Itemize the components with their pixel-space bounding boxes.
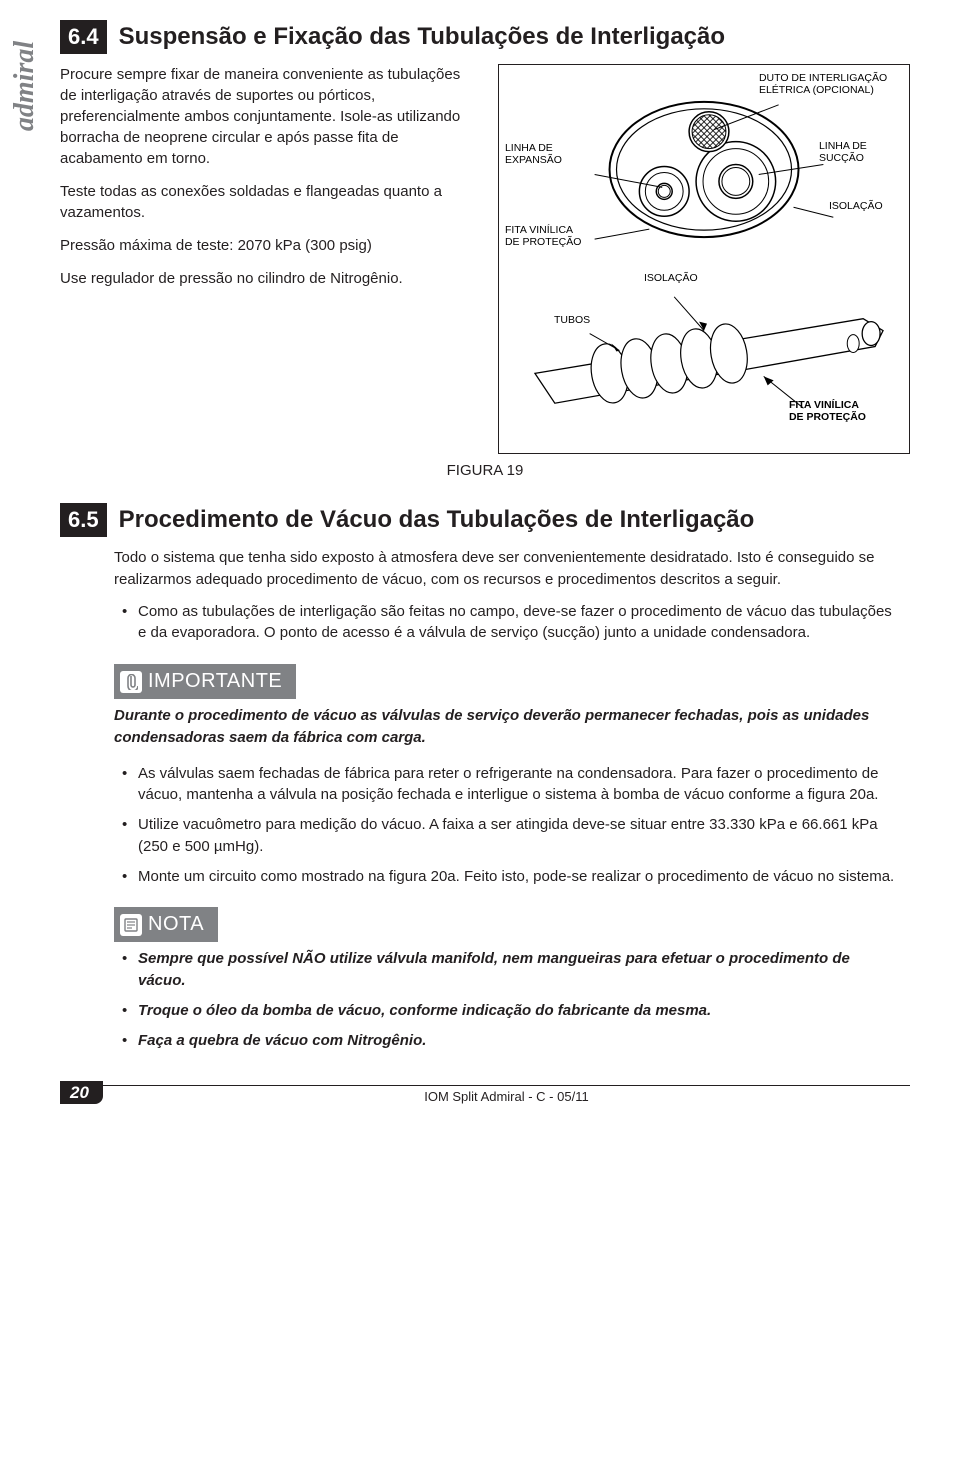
bullet-list: As válvulas saem fechadas de fábrica par… — [114, 763, 900, 888]
list-item: Monte um circuito como mostrado na figur… — [114, 866, 900, 888]
section-number-badge: 6.5 — [60, 503, 107, 537]
label-isolacao-1: ISOLAÇÃO — [829, 201, 883, 213]
section-6-4-text: Procure sempre fixar de maneira convenie… — [60, 64, 478, 301]
figure-19-svg — [505, 75, 903, 443]
label-fita-bot: FITA VINÍLICADE PROTEÇÃO — [789, 400, 866, 423]
brand-text: admiral — [9, 41, 41, 131]
label-isolacao-2: ISOLAÇÃO — [644, 273, 698, 285]
para: Procure sempre fixar de maneira convenie… — [60, 64, 478, 169]
list-item: Troque o óleo da bomba de vácuo, conform… — [114, 1000, 900, 1022]
para: Pressão máxima de teste: 2070 kPa (300 p… — [60, 235, 478, 256]
footer-doc-id: IOM Split Admiral - C - 05/11 — [103, 1085, 910, 1104]
importante-text: Durante o procedimento de vácuo as válvu… — [114, 705, 900, 749]
figure-19-diagram: LINHA DEEXPANSÃO DUTO DE INTERLIGAÇÃOELÉ… — [498, 64, 910, 454]
section-6-4-header: 6.4 Suspensão e Fixação das Tubulações d… — [60, 20, 910, 54]
section-title: Procedimento de Vácuo das Tubulações de … — [119, 506, 755, 534]
nota-badge: NOTA — [114, 907, 218, 942]
list-item: Sempre que possível NÃO utilize válvula … — [114, 948, 900, 992]
importante-label: IMPORTANTE — [148, 667, 282, 696]
section-6-5-body: Todo o sistema que tenha sido exposto à … — [114, 547, 900, 1051]
brand-sidebar: admiral — [5, 0, 45, 200]
list-item: Faça a quebra de vácuo com Nitrogênio. — [114, 1030, 900, 1052]
figure-19-caption: FIGURA 19 — [60, 462, 910, 479]
label-linha-expansao: LINHA DEEXPANSÃO — [505, 143, 562, 166]
section-title: Suspensão e Fixação das Tubulações de In… — [119, 23, 725, 51]
list-item: Utilize vacuômetro para medição do vácuo… — [114, 814, 900, 858]
note-icon — [120, 914, 142, 936]
nota-label: NOTA — [148, 910, 204, 939]
nota-list: Sempre que possível NÃO utilize válvula … — [114, 948, 900, 1051]
para: Use regulador de pressão no cilindro de … — [60, 268, 478, 289]
section-6-4-body: Procure sempre fixar de maneira convenie… — [60, 64, 910, 454]
importante-badge: IMPORTANTE — [114, 664, 296, 699]
section-number-badge: 6.4 — [60, 20, 107, 54]
paperclip-icon — [120, 671, 142, 693]
para: Teste todas as conexões soldadas e flang… — [60, 181, 478, 223]
page-footer: 20 IOM Split Admiral - C - 05/11 — [60, 1081, 910, 1104]
page-number: 20 — [60, 1081, 103, 1104]
para: Todo o sistema que tenha sido exposto à … — [114, 547, 900, 591]
section-6-5-header: 6.5 Procedimento de Vácuo das Tubulações… — [60, 503, 910, 537]
label-duto: DUTO DE INTERLIGAÇÃOELÉTRICA (OPCIONAL) — [759, 73, 887, 96]
bullet-list: Como as tubulações de interligação são f… — [114, 601, 900, 645]
label-tubos: TUBOS — [554, 315, 590, 327]
list-item: Como as tubulações de interligação são f… — [114, 601, 900, 645]
label-linha-succao: LINHA DESUCÇÃO — [819, 141, 867, 164]
label-fita-top: FITA VINÍLICADE PROTEÇÃO — [505, 225, 581, 248]
list-item: As válvulas saem fechadas de fábrica par… — [114, 763, 900, 807]
